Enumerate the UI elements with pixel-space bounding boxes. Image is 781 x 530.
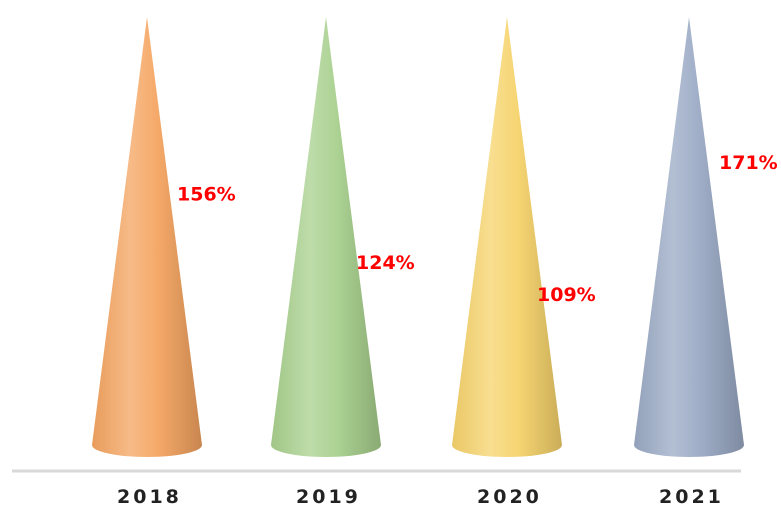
category-label-2021: 2021 xyxy=(659,486,724,508)
category-labels: 2018 2019 2020 2021 xyxy=(117,486,724,508)
cone-body-2020 xyxy=(452,17,562,457)
cone-body-2019 xyxy=(271,17,381,457)
data-label-2020: 109% xyxy=(537,284,596,306)
cone-body-2018 xyxy=(92,17,202,457)
data-label-2018: 156% xyxy=(177,184,236,206)
data-label-2021: 171% xyxy=(719,152,778,174)
category-label-2019: 2019 xyxy=(296,486,361,508)
category-label-2018: 2018 xyxy=(117,486,182,508)
cone-2018 xyxy=(92,17,202,457)
cone-body-2021 xyxy=(634,17,744,457)
data-labels: 156% 124% 109% 171% xyxy=(177,152,778,306)
cone-2020 xyxy=(452,17,562,457)
category-label-2020: 2020 xyxy=(477,486,542,508)
cone-series xyxy=(92,17,744,457)
cone-2021 xyxy=(634,17,744,457)
cone-2019 xyxy=(271,17,381,457)
data-label-2019: 124% xyxy=(356,252,415,274)
